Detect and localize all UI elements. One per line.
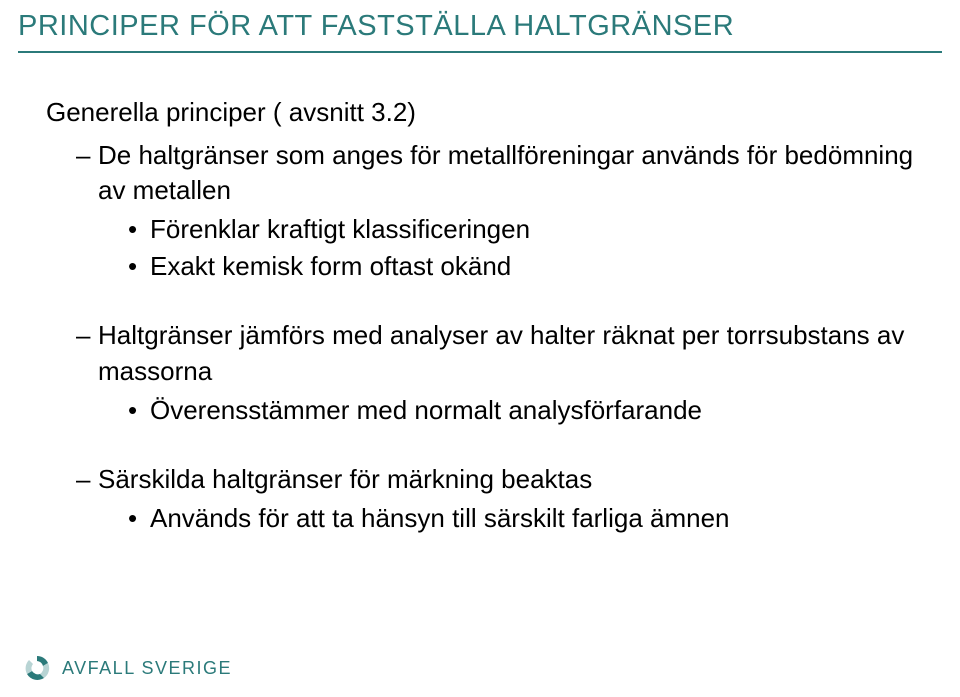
dash-bullet-icon: – — [76, 138, 98, 208]
lvl2-text: Särskilda haltgränser för märkning beakt… — [98, 462, 592, 497]
spacer — [46, 430, 914, 458]
list-item-lvl3: • Förenklar kraftigt klassificeringen — [46, 212, 914, 247]
lvl3-text: Förenklar kraftigt klassificeringen — [150, 212, 530, 247]
slide: PRINCIPER FÖR ATT FASTSTÄLLA HALTGRÄNSER… — [0, 0, 960, 697]
dot-bullet-icon: • — [128, 249, 150, 284]
footer: AVFALL SVERIGE — [22, 653, 232, 683]
spacer — [46, 286, 914, 314]
list-item-lvl3: • Överensstämmer med normalt analysförfa… — [46, 393, 914, 428]
list-item-lvl3: • Används för att ta hänsyn till särskil… — [46, 501, 914, 536]
footer-brand: AVFALL SVERIGE — [62, 658, 232, 679]
slide-title: PRINCIPER FÖR ATT FASTSTÄLLA HALTGRÄNSER — [18, 10, 942, 43]
slide-title-block: PRINCIPER FÖR ATT FASTSTÄLLA HALTGRÄNSER — [18, 10, 942, 53]
content-area: Generella principer ( avsnitt 3.2) – De … — [46, 95, 914, 538]
lvl2-text: De haltgränser som anges för metallfören… — [98, 138, 914, 208]
lvl2-text: Haltgränser jämförs med analyser av halt… — [98, 318, 914, 388]
list-item-lvl2: – Haltgränser jämförs med analyser av ha… — [46, 318, 914, 388]
lvl3-text: Exakt kemisk form oftast okänd — [150, 249, 511, 284]
dot-bullet-icon: • — [128, 501, 150, 536]
dot-bullet-icon: • — [128, 393, 150, 428]
title-underline — [18, 51, 942, 53]
lvl3-text: Överensstämmer med normalt analysförfara… — [150, 393, 702, 428]
list-item-lvl1: Generella principer ( avsnitt 3.2) — [46, 95, 914, 130]
dash-bullet-icon: – — [76, 462, 98, 497]
dot-bullet-icon: • — [128, 212, 150, 247]
lvl1-text: Generella principer ( avsnitt 3.2) — [46, 97, 416, 127]
list-item-lvl2: – De haltgränser som anges för metallför… — [46, 138, 914, 208]
dash-bullet-icon: – — [76, 318, 98, 388]
list-item-lvl2: – Särskilda haltgränser för märkning bea… — [46, 462, 914, 497]
lvl3-text: Används för att ta hänsyn till särskilt … — [150, 501, 730, 536]
list-item-lvl3: • Exakt kemisk form oftast okänd — [46, 249, 914, 284]
logo-icon — [22, 653, 52, 683]
